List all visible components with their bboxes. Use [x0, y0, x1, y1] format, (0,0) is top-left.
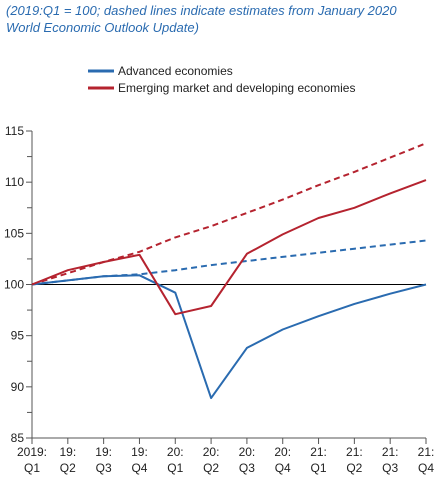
x-tick-label-year: 21: [418, 445, 435, 459]
y-tick-label: 90 [11, 380, 25, 394]
x-tick-label-year: 20: [239, 445, 256, 459]
x-tick-label-year: 19: [95, 445, 112, 459]
x-tick-label-year: 21: [382, 445, 399, 459]
y-tick-label: 110 [5, 175, 24, 189]
x-tick-label-year: 19: [59, 445, 76, 459]
x-tick-label-quarter: Q1 [24, 461, 40, 475]
subtitle-line-2: World Economic Outlook Update) [6, 20, 199, 35]
x-tick-label-quarter: Q3 [382, 461, 398, 475]
series-line-emerging [31, 179, 427, 316]
legend-label-emerging: Emerging market and developing economies [118, 81, 355, 95]
y-tick-label: 85 [11, 431, 25, 445]
series-layer [31, 142, 427, 400]
x-tick-label-year: 19: [131, 445, 148, 459]
x-tick-label-quarter: Q2 [346, 461, 362, 475]
y-tick-label: 115 [5, 124, 24, 138]
x-tick-label-quarter: Q4 [418, 461, 434, 475]
x-tick-label-year: 2019: [17, 445, 47, 459]
legend: Advanced economies Emerging market and d… [88, 64, 355, 95]
x-tick-label-quarter: Q2 [203, 461, 219, 475]
x-tick-label-quarter: Q3 [96, 461, 112, 475]
y-tick-label: 95 [11, 329, 25, 343]
x-tick-label-quarter: Q2 [60, 461, 76, 475]
y-tick-label: 100 [4, 278, 24, 292]
x-tick-label-quarter: Q1 [167, 461, 183, 475]
x-tick-label-year: 20: [167, 445, 184, 459]
legend-label-advanced: Advanced economies [118, 64, 233, 78]
x-tick-label-year: 20: [203, 445, 220, 459]
x-tick-label-year: 21: [346, 445, 363, 459]
chart-subtitle: (2019:Q1 = 100; dashed lines indicate es… [6, 2, 434, 36]
x-tick-label-quarter: Q1 [311, 461, 327, 475]
series-line-advanced [31, 274, 427, 400]
x-tick-label-year: 20: [274, 445, 291, 459]
x-tick-label-year: 21: [310, 445, 327, 459]
series-line-advanced-estimate [31, 239, 427, 286]
subtitle-line-1: (2019:Q1 = 100; dashed lines indicate es… [6, 3, 397, 18]
series-line-emerging-estimate [31, 142, 427, 286]
y-tick-label: 105 [4, 226, 24, 240]
x-tick-label-quarter: Q4 [275, 461, 291, 475]
axes: 85 90 95 100 105 110 115 2019: Q1 19: Q2 19: Q3 19: Q4… [4, 124, 434, 475]
x-tick-label-quarter: Q4 [131, 461, 147, 475]
x-tick-label-quarter: Q3 [239, 461, 255, 475]
